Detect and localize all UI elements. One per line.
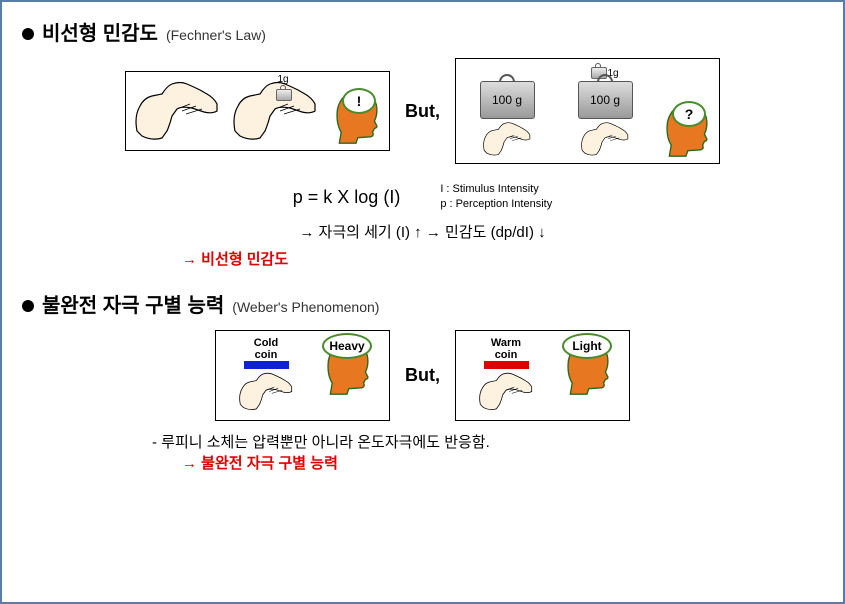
head-light: Light: [554, 337, 619, 397]
hand-100g-plus-1g: 1g 100 g: [560, 63, 650, 159]
section-weber: 불완전 자극 구별 능력 (Weber's Phenomenon) Cold c…: [22, 289, 823, 473]
frame-1b: 100 g 1g 100 g: [455, 58, 720, 164]
bullet-icon: [22, 28, 34, 40]
illustration-row-1: 1g ! But, 100 g: [22, 58, 823, 164]
formula-legend: I : Stimulus Intensity p : Perception In…: [440, 182, 552, 213]
legend-p: p : Perception Intensity: [440, 197, 552, 212]
thought-heavy: Heavy: [322, 333, 372, 359]
formula-row: p = k X log (I) I : Stimulus Intensity p…: [22, 182, 823, 213]
big-weight-b: 100 g: [578, 81, 633, 119]
small-weight-icon: [276, 85, 290, 101]
weight-1g-label-a: 1g: [277, 74, 288, 85]
thought-light: Light: [562, 333, 612, 359]
head-question: ?: [658, 99, 713, 159]
big-weight-label-b: 100 g: [590, 93, 620, 107]
warm-coin-bar: [484, 361, 529, 369]
cold-coin-label: Cold coin: [254, 337, 278, 361]
title-main-1: 비선형 민감도: [42, 17, 158, 46]
note-line: - 루피니 소체는 압력뿐만 아니라 온도자극에도 반응함.: [152, 431, 823, 452]
illustration-row-2: Cold coin Heavy But, Warm coin: [22, 330, 823, 421]
question-mark: ?: [685, 106, 694, 122]
bullet-icon-2: [22, 300, 34, 312]
cold-coin-bar: [244, 361, 289, 369]
title-sub-1: (Fechner's Law): [166, 27, 266, 43]
but-text-1: But,: [405, 101, 440, 122]
thought-bubble-question: ?: [672, 101, 706, 127]
exclaim-mark: !: [357, 93, 362, 109]
thought-bubble-exclaim: !: [342, 88, 376, 114]
head-heavy: Heavy: [314, 337, 379, 397]
formula-text: p = k X log (I): [293, 187, 401, 208]
conclusion-1: → 비선형 민감도: [182, 248, 823, 269]
big-weight-a: 100 g: [480, 81, 535, 119]
section-fechner: 비선형 민감도 (Fechner's Law) 1g ! But,: [22, 17, 823, 269]
implication-line: → 자극의 세기 (I) ↑ → 민감도 (dp/dI) ↓: [22, 221, 823, 242]
warm-coin-label: Warm coin: [491, 337, 521, 361]
section1-title: 비선형 민감도 (Fechner's Law): [22, 17, 823, 46]
hand-with-1g: 1g: [230, 76, 320, 146]
legend-i: I : Stimulus Intensity: [440, 182, 552, 197]
frame-1a: 1g !: [125, 71, 390, 151]
title-main-2: 불완전 자극 구별 능력: [42, 289, 224, 318]
frame-cold: Cold coin Heavy: [215, 330, 390, 421]
but-text-2: But,: [405, 365, 440, 386]
section2-title: 불완전 자극 구별 능력 (Weber's Phenomenon): [22, 289, 823, 318]
hand-100g: 100 g: [462, 81, 552, 159]
title-sub-2: (Weber's Phenomenon): [232, 299, 379, 315]
head-exclaim: !: [328, 86, 383, 146]
conclusion-2: → 불완전 자극 구별 능력: [182, 452, 823, 473]
big-weight-label-a: 100 g: [492, 93, 522, 107]
frame-warm: Warm coin Light: [455, 330, 630, 421]
hand-empty: [132, 76, 222, 146]
